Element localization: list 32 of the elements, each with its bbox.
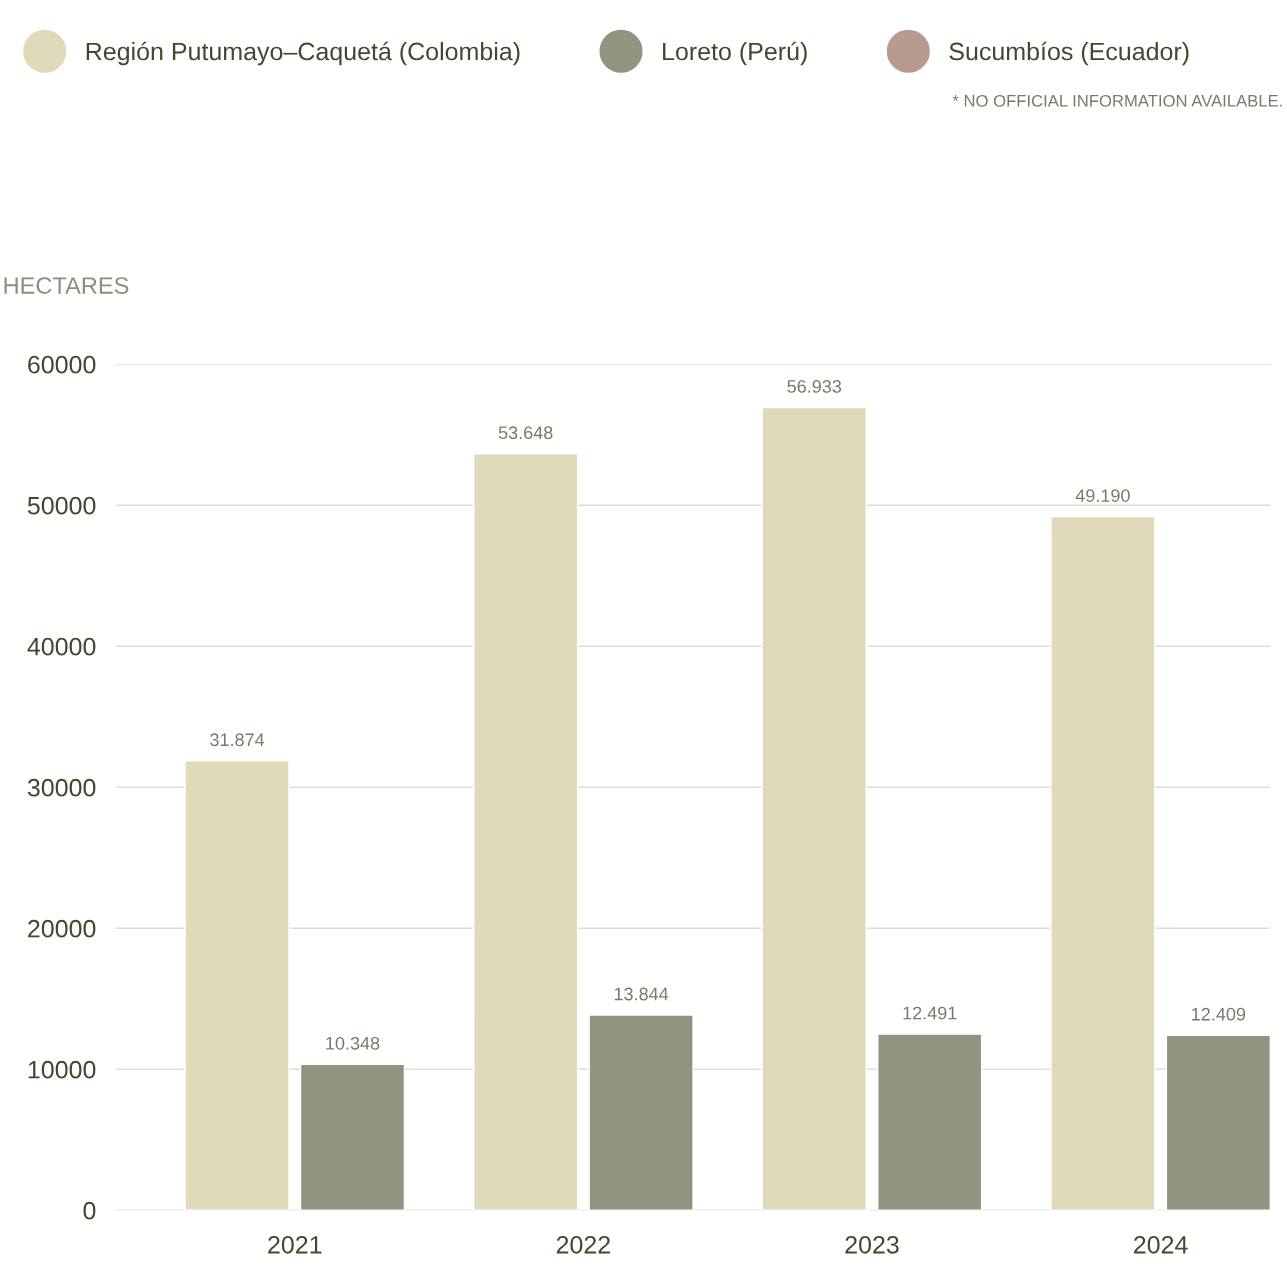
y-tick-label: 40000 [27,637,96,656]
bar [299,1063,406,1211]
data-label: 10.348 [326,1036,380,1050]
data-label: 53.648 [498,426,553,440]
x-tick-label: 2022 [556,1235,610,1254]
y-tick-label: 10000 [28,1060,96,1079]
bar [761,406,867,1211]
data-label: 49.190 [1075,489,1130,502]
bar [588,1014,694,1211]
data-label: 12.491 [903,1006,957,1020]
y-tick-label: 0 [83,1201,96,1220]
y-axis-title: HECTARES [4,277,129,294]
legend-label: Loreto (Perú) [663,41,807,66]
bar [184,760,290,1211]
data-label: 12.409 [1192,1007,1246,1021]
y-tick-label: 30000 [27,778,96,797]
data-label: 56.933 [787,380,842,393]
x-tick-label: 2023 [845,1235,899,1254]
y-tick-label: 50000 [27,496,96,515]
legend-label: Región Putumayo–Caquetá (Colombia) [86,41,520,66]
data-label: 31.874 [210,733,265,747]
y-tick-label: 20000 [28,919,96,938]
text: * NO OFFICIAL INFORMATION AVAILABLE. [952,94,1282,107]
bar [1050,515,1156,1211]
bar [473,453,579,1211]
x-tick-label: 2024 [1134,1235,1188,1254]
legend-label: Sucumbíos (Ecuador) [949,41,1189,66]
x-tick-label: 2021 [268,1235,322,1254]
bar [1165,1034,1271,1211]
data-label: 13.844 [614,987,669,1001]
bar [877,1033,983,1211]
y-tick-label: 60000 [28,355,96,374]
